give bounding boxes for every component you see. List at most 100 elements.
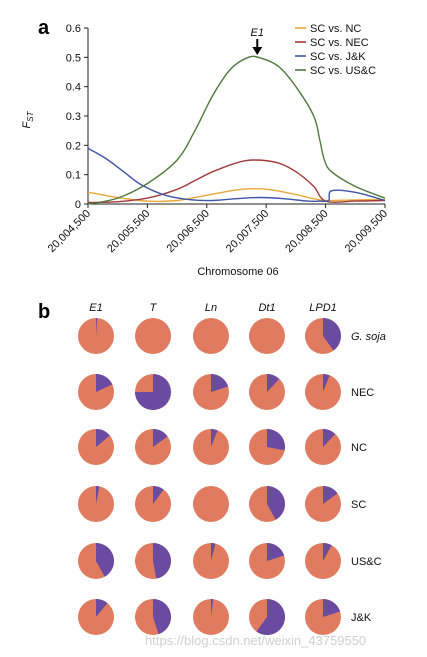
x-axis-title: Chromosome 06 (197, 266, 278, 278)
pie-chart (78, 429, 114, 465)
y-tick-label: 0.1 (66, 170, 81, 182)
pie-chart (249, 486, 285, 522)
pie-chart (78, 599, 114, 635)
panel-label-a: a (38, 17, 50, 39)
pie-slice-minor (211, 598, 214, 617)
pie-chart (249, 429, 285, 465)
pie-slice-minor (267, 543, 285, 561)
pie-slice-minor (323, 374, 330, 392)
pie-chart (135, 486, 171, 522)
pie-chart (78, 374, 114, 410)
population-label: US&C (351, 556, 382, 568)
pie-slice-minor (96, 486, 100, 504)
legend-label: SC vs. NEC (310, 37, 369, 49)
series-line-2 (87, 159, 386, 204)
x-tick-label: 20,005,500 (105, 208, 152, 255)
pie-slice-minor (267, 374, 280, 392)
x-tick-label: 20,006,500 (165, 208, 212, 255)
pie-chart (135, 374, 171, 410)
pie-chart (135, 429, 171, 465)
population-label: G. soja (351, 331, 386, 343)
y-tick-label: 0.6 (66, 23, 81, 35)
pie-slice-minor (211, 429, 218, 447)
legend: SC vs. NC SC vs. NEC SC vs. J&K SC vs. US&C (295, 23, 376, 77)
pie-chart (193, 486, 229, 522)
x-tick-label: 20,008,500 (283, 208, 330, 255)
y-tick-label: 0.5 (66, 52, 81, 64)
y-axis-ticks: 0 0.1 0.2 0.3 0.4 0.5 0.6 (66, 23, 88, 211)
pie-chart (193, 374, 229, 410)
pie-chart (135, 318, 171, 354)
pie-chart (305, 486, 341, 522)
gene-label: E1 (89, 302, 102, 314)
x-tick-label: 20,004,500 (46, 208, 93, 255)
pie-slice-minor (323, 599, 341, 617)
pie-slice-minor (153, 543, 171, 579)
y-tick-label: 0 (75, 199, 81, 211)
allele-frequency-pie-grid: E1 T Ln Dt1 LPD1 G. soja NEC NC SC US&C J&K (78, 302, 386, 635)
annotation-label: E1 (251, 27, 264, 39)
legend-label: SC vs. US&C (310, 65, 376, 77)
pie-chart (305, 374, 341, 410)
pie-chart (249, 599, 286, 635)
pie-chart (193, 598, 229, 635)
gene-label: Dt1 (258, 302, 275, 314)
y-tick-label: 0.3 (66, 111, 81, 123)
legend-label: SC vs. J&K (310, 51, 366, 63)
pie-slice-major (135, 318, 171, 354)
x-axis-ticks: 20,004,500 20,005,500 20,006,500 20,007,500… (46, 204, 390, 255)
pie-slice-minor (96, 429, 110, 447)
legend-label: SC vs. NC (310, 23, 361, 35)
series-line-3 (87, 147, 386, 203)
pie-slice-minor (96, 599, 108, 617)
pie-slice-minor (135, 374, 171, 410)
population-label: SC (351, 499, 366, 511)
pie-slice-minor (323, 429, 336, 447)
pie-slice-minor (96, 374, 113, 392)
watermark: https://blog.csdn.net/weixin_43759550 (145, 633, 366, 648)
pie-slice-major (193, 486, 229, 522)
pie-slice-minor (96, 543, 114, 577)
y-tick-label: 0.2 (66, 140, 81, 152)
pie-slice-minor (211, 543, 216, 561)
pie-chart (193, 543, 229, 579)
pie-chart (135, 599, 172, 635)
pie-chart (135, 543, 171, 579)
series-lines (87, 55, 386, 205)
pie-slice-minor (153, 486, 164, 504)
pie-chart (78, 486, 114, 522)
gene-label: T (150, 302, 158, 314)
pie-chart (249, 318, 285, 354)
gene-label: Ln (205, 302, 217, 314)
pie-chart (305, 429, 341, 465)
pie-chart (78, 318, 114, 354)
pie-slice-minor (323, 486, 338, 504)
pie-chart (193, 318, 229, 354)
pie-chart (249, 543, 285, 579)
panel-label-b: b (38, 301, 50, 323)
annotation-arrow-head (252, 47, 263, 55)
pie-slice-minor (153, 599, 172, 635)
pie-slice-major (249, 318, 285, 354)
pie-slice-minor (256, 599, 286, 635)
pie-slice-minor (323, 543, 332, 561)
pie-slice-major (193, 318, 229, 354)
series-line-4 (87, 55, 386, 205)
pie-slice-minor (267, 429, 285, 451)
pie-chart (249, 374, 285, 410)
e1-annotation: E1 (251, 27, 264, 55)
gene-label: LPD1 (309, 302, 337, 314)
pie-chart (193, 429, 229, 465)
y-tick-label: 0.4 (66, 82, 81, 94)
pie-chart (305, 318, 341, 354)
pie-chart (305, 599, 341, 635)
pie-slice-minor (153, 429, 168, 447)
pie-slice-minor (96, 318, 98, 336)
pie-chart (78, 543, 114, 579)
x-tick-label: 20,009,500 (343, 208, 390, 255)
fst-line-chart: 0 0.1 0.2 0.3 0.4 0.5 0.6 20,004,500 20,005,500… (21, 23, 390, 278)
population-label: J&K (351, 612, 372, 624)
pie-slice-minor (267, 486, 285, 520)
pie-chart (305, 543, 341, 579)
